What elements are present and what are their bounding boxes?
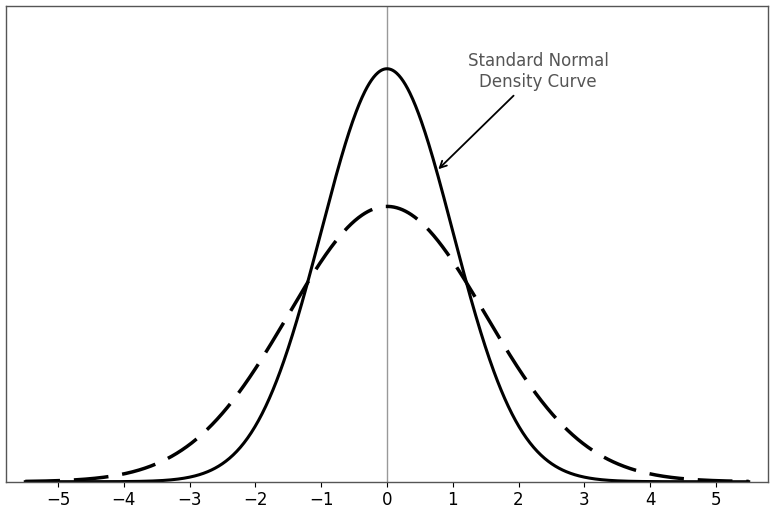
Text: Standard Normal
Density Curve: Standard Normal Density Curve bbox=[440, 52, 608, 168]
